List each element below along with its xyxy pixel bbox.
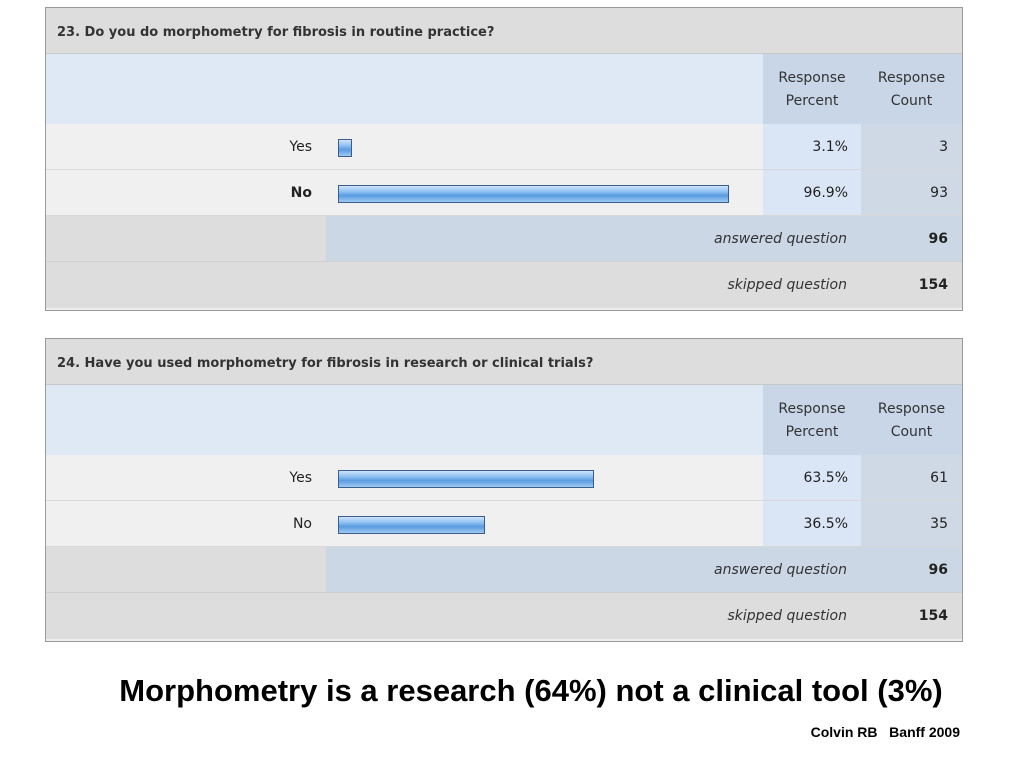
response-count: 93 xyxy=(861,170,962,215)
survey-panel-q24: 24. Have you used morphometry for fibros… xyxy=(45,338,963,642)
response-count: 35 xyxy=(861,501,962,546)
response-count: 61 xyxy=(861,455,962,500)
skipped-question-row: skipped question 154 xyxy=(46,593,962,639)
survey-panel-q23: 23. Do you do morphometry for fibrosis i… xyxy=(45,7,963,311)
slide-credit: Colvin RB Banff 2009 xyxy=(810,724,960,740)
answered-question-row: answered question 96 xyxy=(46,216,962,262)
response-percent: 3.1% xyxy=(763,124,861,169)
skipped-count: 154 xyxy=(918,608,948,624)
answer-label: Yes xyxy=(289,470,312,486)
response-bar xyxy=(338,185,729,203)
skipped-question-row: skipped question 154 xyxy=(46,262,962,308)
answered-count: 96 xyxy=(928,231,948,247)
response-bar xyxy=(338,470,594,488)
answer-label: No xyxy=(290,185,312,201)
answer-label: Yes xyxy=(289,139,312,155)
response-bar xyxy=(338,516,486,534)
skipped-label: skipped question xyxy=(727,608,848,624)
slide-headline: Morphometry is a research (64%) not a cl… xyxy=(119,673,943,708)
response-percent: 63.5% xyxy=(763,455,861,500)
skipped-count: 154 xyxy=(918,277,948,293)
response-count-header: Response Count xyxy=(861,54,962,124)
response-percent: 36.5% xyxy=(763,501,861,546)
response-percent-header: Response Percent xyxy=(763,385,861,455)
answered-label: answered question xyxy=(714,231,847,247)
question-title: 23. Do you do morphometry for fibrosis i… xyxy=(46,8,962,54)
answered-count: 96 xyxy=(928,562,948,578)
response-percent: 96.9% xyxy=(763,170,861,215)
column-header-row: Response Percent Response Count xyxy=(46,385,962,455)
answer-label: No xyxy=(292,516,312,532)
answered-label: answered question xyxy=(714,562,847,578)
answer-row-yes: Yes 3.1% 3 xyxy=(46,124,962,170)
response-bar xyxy=(338,139,353,157)
answer-row-yes: Yes 63.5% 61 xyxy=(46,455,962,501)
answered-question-row: answered question 96 xyxy=(46,547,962,593)
answer-row-no: No 96.9% 93 xyxy=(46,170,962,216)
column-header-row: Response Percent Response Count xyxy=(46,54,962,124)
skipped-label: skipped question xyxy=(727,277,848,293)
response-percent-header: Response Percent xyxy=(763,54,861,124)
question-title: 24. Have you used morphometry for fibros… xyxy=(46,339,962,385)
response-count: 3 xyxy=(861,124,962,169)
answer-row-no: No 36.5% 35 xyxy=(46,501,962,547)
response-count-header: Response Count xyxy=(861,385,962,455)
